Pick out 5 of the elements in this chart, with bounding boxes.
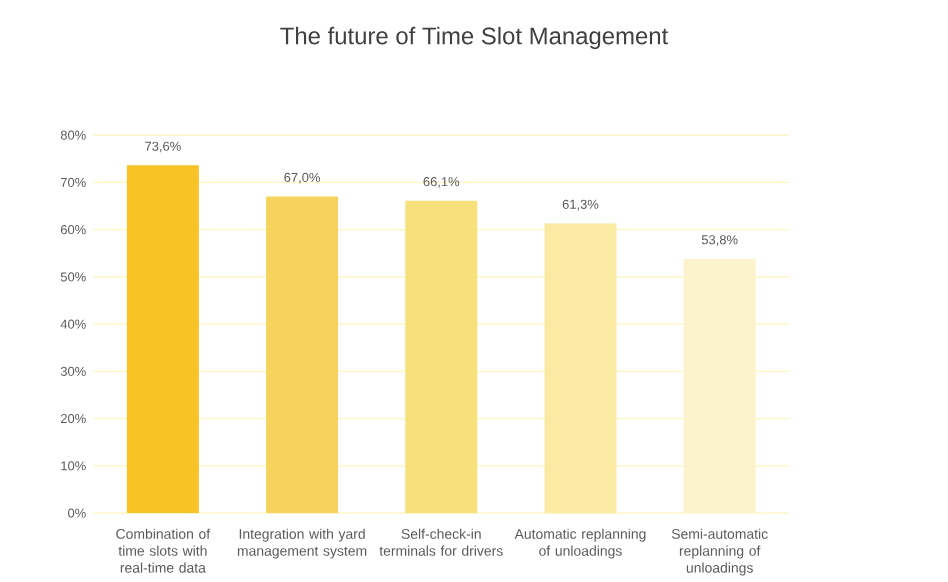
chart-title: The future of Time Slot Management	[280, 26, 669, 50]
bar	[405, 200, 478, 514]
bar	[126, 165, 199, 514]
bar	[266, 196, 339, 514]
bar	[544, 223, 617, 514]
